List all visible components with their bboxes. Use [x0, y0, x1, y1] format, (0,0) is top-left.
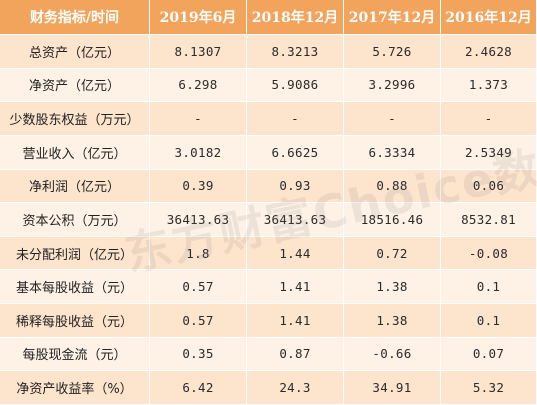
cell-value: 0.35	[150, 337, 247, 372]
cell-value: 3.2996	[344, 68, 441, 103]
cell-value: 6.42	[150, 371, 247, 405]
row-label: 少数股东权益（万元）	[0, 102, 150, 136]
cell-value: 2.4628	[441, 35, 537, 69]
cell-value: 6.6625	[247, 135, 344, 170]
header-row: 财务指标/时间 2019年6月 2018年12月 2017年12月 2016年1…	[0, 0, 537, 35]
row-label: 基本每股收益（元）	[0, 270, 150, 304]
cell-value: 36413.63	[150, 203, 247, 237]
cell-value: 1.41	[247, 270, 344, 304]
cell-value: 6.3334	[344, 135, 441, 170]
cell-value: 0.87	[247, 337, 344, 372]
table-row: 少数股东权益（万元） - - - -	[0, 102, 537, 136]
header-2017-12: 2017年12月	[344, 0, 441, 35]
cell-value: -0.66	[344, 337, 441, 372]
cell-value: 0.57	[150, 304, 247, 338]
cell-value: 0.1	[441, 270, 537, 304]
header-2016-12: 2016年12月	[441, 0, 537, 35]
row-label: 稀释每股收益（元）	[0, 304, 150, 338]
cell-value: 8532.81	[441, 203, 537, 237]
table-row: 每股现金流（元） 0.35 0.87 -0.66 0.07	[0, 337, 537, 372]
cell-value: -	[150, 102, 247, 136]
table-row: 净利润（亿元） 0.39 0.93 0.88 0.06	[0, 169, 537, 204]
cell-value: 1.38	[344, 304, 441, 338]
row-label: 总资产（亿元）	[0, 35, 150, 69]
cell-value: 24.3	[247, 371, 344, 405]
cell-value: 1.373	[441, 68, 537, 103]
cell-value: 5.32	[441, 371, 537, 405]
row-label: 未分配利润（亿元）	[0, 236, 150, 271]
cell-value: 34.91	[344, 371, 441, 405]
table-row: 净资产（亿元） 6.298 5.9086 3.2996 1.373	[0, 68, 537, 103]
header-2018-12: 2018年12月	[247, 0, 344, 35]
cell-value: 2.5349	[441, 135, 537, 170]
cell-value: 5.726	[344, 35, 441, 69]
cell-value: 5.9086	[247, 68, 344, 103]
cell-value: 0.72	[344, 236, 441, 271]
row-label: 资本公积（万元）	[0, 203, 150, 237]
cell-value: 0.07	[441, 337, 537, 372]
cell-value: 8.1307	[150, 35, 247, 69]
cell-value: -	[344, 102, 441, 136]
row-label: 净资产收益率（%）	[0, 371, 150, 405]
cell-value: 0.06	[441, 169, 537, 204]
table-row: 净资产收益率（%） 6.42 24.3 34.91 5.32	[0, 371, 537, 405]
cell-value: 0.88	[344, 169, 441, 204]
table-row: 未分配利润（亿元） 1.8 1.44 0.72 -0.08	[0, 236, 537, 271]
cell-value: 1.38	[344, 270, 441, 304]
cell-value: 0.57	[150, 270, 247, 304]
cell-value: 1.44	[247, 236, 344, 271]
cell-value: 3.0182	[150, 135, 247, 170]
cell-value: -	[247, 102, 344, 136]
row-label: 营业收入（亿元）	[0, 135, 150, 170]
cell-value: 18516.46	[344, 203, 441, 237]
cell-value: -0.08	[441, 236, 537, 271]
table-row: 基本每股收益（元） 0.57 1.41 1.38 0.1	[0, 270, 537, 304]
cell-value: 1.8	[150, 236, 247, 271]
cell-value: -	[441, 102, 537, 136]
row-label: 每股现金流（元）	[0, 337, 150, 372]
cell-value: 6.298	[150, 68, 247, 103]
cell-value: 0.1	[441, 304, 537, 338]
table-row: 总资产（亿元） 8.1307 8.3213 5.726 2.4628	[0, 35, 537, 69]
cell-value: 1.41	[247, 304, 344, 338]
cell-value: 0.39	[150, 169, 247, 204]
cell-value: 36413.63	[247, 203, 344, 237]
table-row: 稀释每股收益（元） 0.57 1.41 1.38 0.1	[0, 304, 537, 338]
cell-value: 8.3213	[247, 35, 344, 69]
row-label: 净利润（亿元）	[0, 169, 150, 204]
header-indicator-period: 财务指标/时间	[0, 0, 150, 35]
row-label: 净资产（亿元）	[0, 68, 150, 103]
table-row: 资本公积（万元） 36413.63 36413.63 18516.46 8532…	[0, 203, 537, 237]
cell-value: 0.93	[247, 169, 344, 204]
table-row: 营业收入（亿元） 3.0182 6.6625 6.3334 2.5349	[0, 135, 537, 170]
header-2019-06: 2019年6月	[150, 0, 247, 35]
